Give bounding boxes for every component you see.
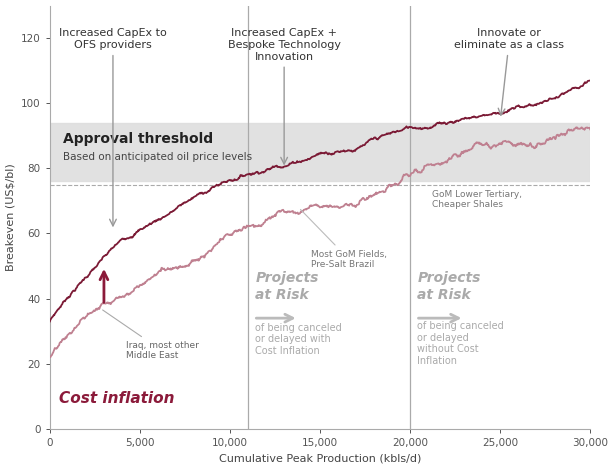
Text: Approval threshold: Approval threshold <box>63 132 212 146</box>
Text: Based on anticipated oil price levels: Based on anticipated oil price levels <box>63 152 252 162</box>
Bar <box>50 123 591 182</box>
Y-axis label: Breakeven (US$/bl): Breakeven (US$/bl) <box>6 163 15 271</box>
Text: GoM Lower Tertiary,
Cheaper Shales: GoM Lower Tertiary, Cheaper Shales <box>432 189 522 209</box>
Text: Projects
at Risk: Projects at Risk <box>418 272 481 302</box>
Text: Increased CapEx +
Bespoke Technology
Innovation: Increased CapEx + Bespoke Technology Inn… <box>228 28 341 164</box>
Text: of being canceled
or delayed
without Cost
Inflation: of being canceled or delayed without Cos… <box>418 321 504 366</box>
Text: Innovate or
eliminate as a class: Innovate or eliminate as a class <box>454 28 564 115</box>
Text: Cost inflation: Cost inflation <box>59 391 174 406</box>
X-axis label: Cumulative Peak Production (kbls/d): Cumulative Peak Production (kbls/d) <box>219 454 421 463</box>
Text: of being canceled
or delayed with
Cost Inflation: of being canceled or delayed with Cost I… <box>255 323 342 356</box>
Text: Projects
at Risk: Projects at Risk <box>255 272 319 302</box>
Text: Iraq, most other
Middle East: Iraq, most other Middle East <box>103 310 198 360</box>
Text: Most GoM Fields,
Pre-Salt Brazil: Most GoM Fields, Pre-Salt Brazil <box>300 210 387 269</box>
Text: Increased CapEx to
OFS providers: Increased CapEx to OFS providers <box>59 28 167 226</box>
